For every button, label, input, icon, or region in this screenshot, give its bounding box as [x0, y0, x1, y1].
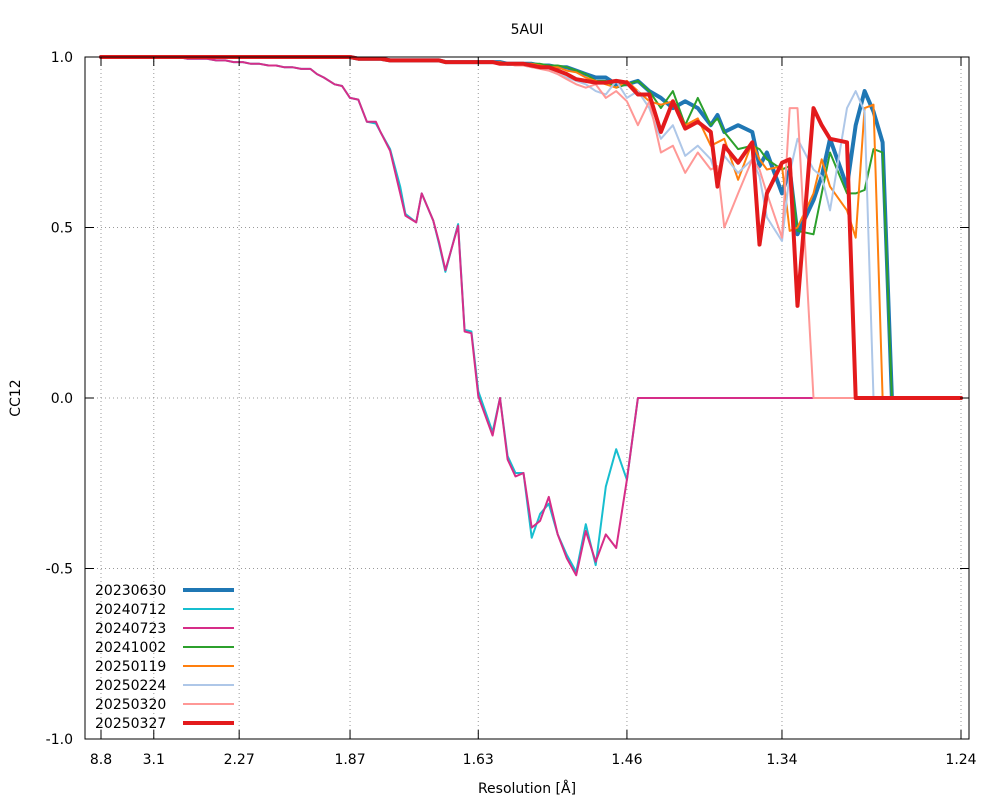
legend-label: 20230630 [95, 583, 166, 599]
series-layer [99, 55, 963, 577]
y-tick-label: 1.0 [51, 50, 73, 66]
series-line-20240723 [100, 56, 962, 577]
x-tick-label: 3.1 [143, 752, 165, 768]
x-tick-label: 1.63 [463, 752, 494, 768]
x-axis-title: Resolution [Å] [478, 780, 576, 797]
x-tick-label: 2.27 [224, 752, 255, 768]
x-tick-label: 1.46 [611, 752, 642, 768]
chart-title: 5AUI [511, 22, 544, 38]
x-tick-labels: 8.8 3.1 2.27 1.87 1.63 1.46 1.34 1.24 [90, 752, 977, 768]
legend-label: 20241002 [95, 640, 166, 656]
legend: 20230630 20240712 20240723 20241002 20250119… [95, 583, 234, 732]
y-tick-label: -0.5 [46, 562, 73, 578]
legend-label: 20240712 [95, 602, 166, 618]
legend-label: 20240723 [95, 621, 166, 637]
y-tick-labels: 1.0 0.5 0.0 -0.5 -1.0 [46, 50, 73, 748]
y-axis-title: CC12 [8, 379, 24, 416]
y-tick-label: 0.5 [51, 221, 73, 237]
x-tick-label: 1.87 [334, 752, 365, 768]
legend-label: 20250327 [95, 716, 166, 732]
x-tick-label: 1.24 [945, 752, 976, 768]
x-tick-label: 1.34 [766, 752, 797, 768]
y-tick-label: 0.0 [51, 391, 73, 407]
y-tick-label: -1.0 [46, 732, 73, 748]
legend-label: 20250119 [95, 659, 166, 675]
x-tick-label: 8.8 [90, 752, 112, 768]
series-line-20240712 [100, 56, 962, 573]
axis-ticks [85, 56, 969, 740]
legend-label: 20250224 [95, 678, 166, 694]
legend-label: 20250320 [95, 697, 166, 713]
